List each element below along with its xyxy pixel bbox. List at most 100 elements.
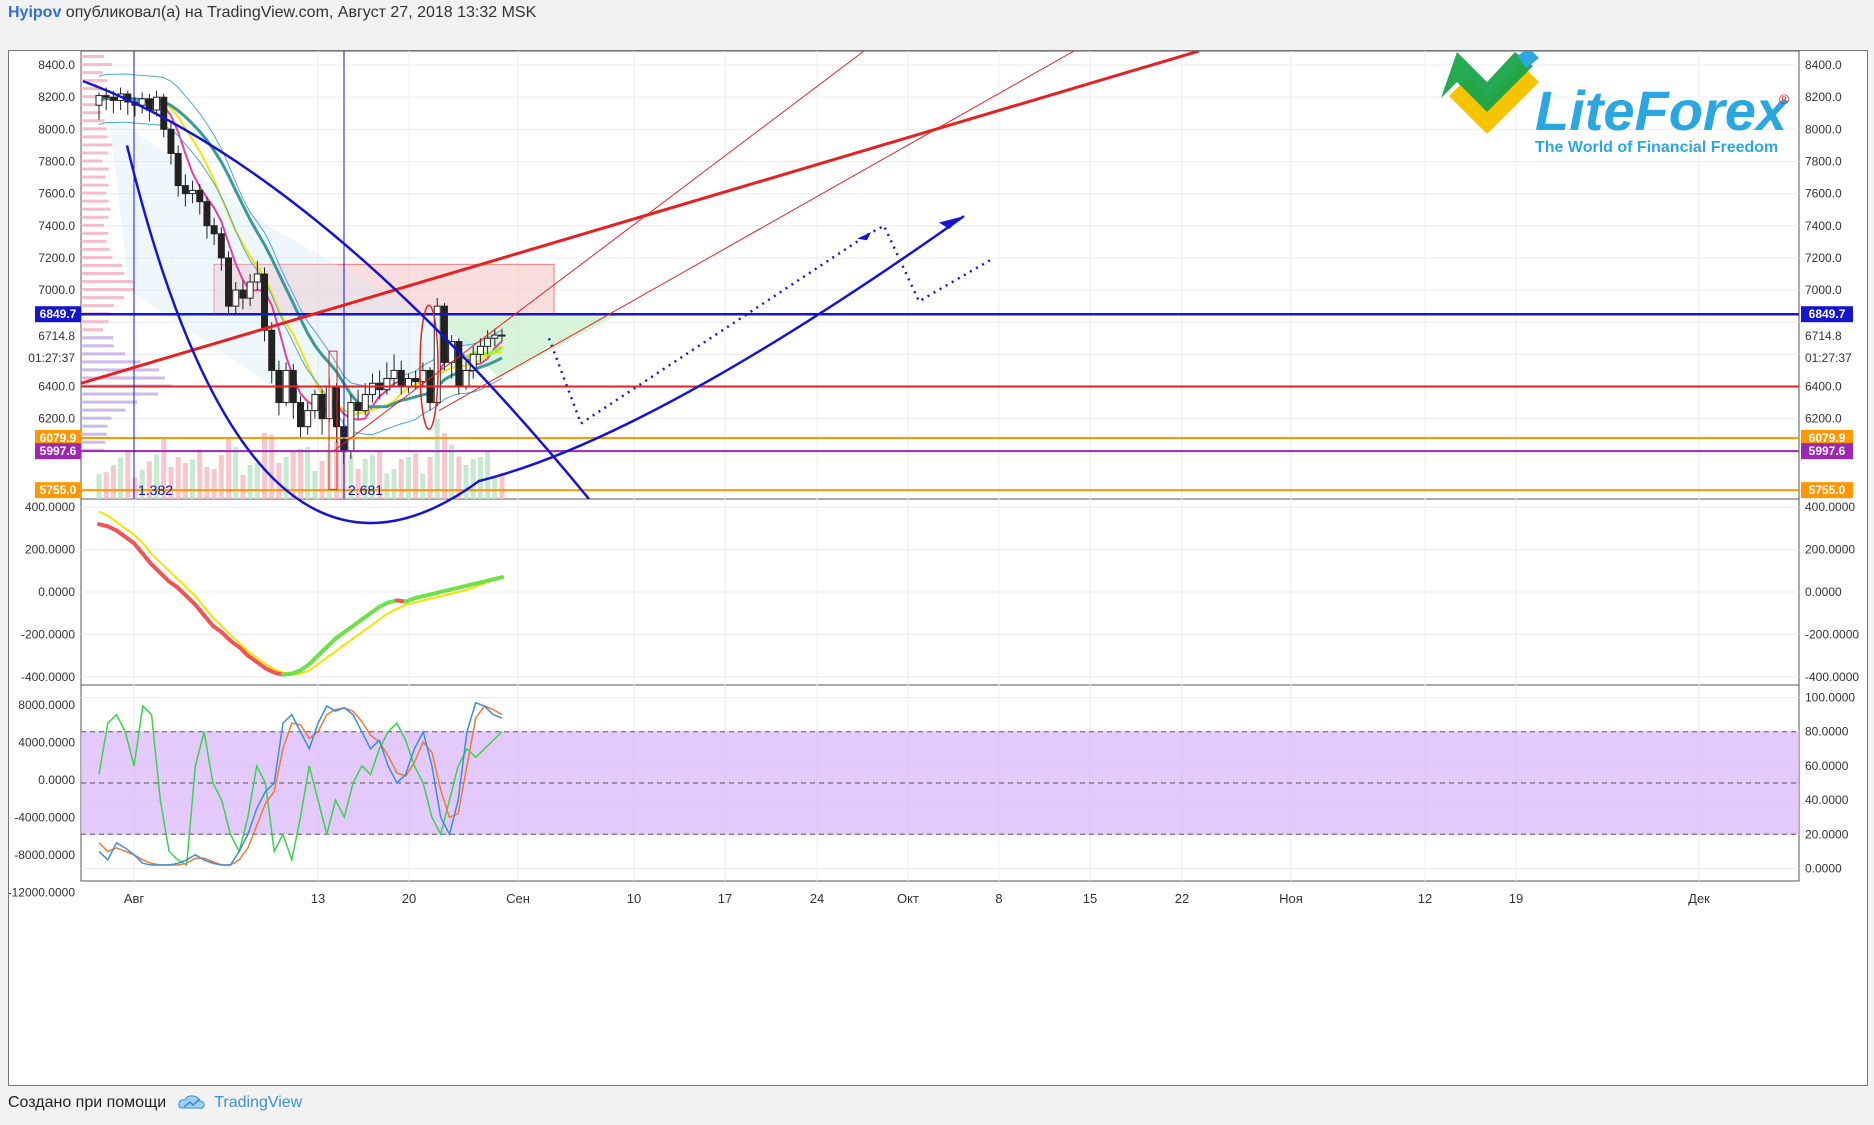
candle-body (161, 97, 167, 129)
volume-profile-bar (81, 336, 113, 339)
volume-bar (132, 477, 137, 499)
volume-profile-bar (81, 393, 158, 396)
last-price-label-right: 6714.8 (1805, 329, 1842, 343)
x-tick-label: 20 (402, 891, 416, 906)
volume-bar (312, 471, 317, 499)
volume-bar (485, 451, 490, 499)
price-tick-label-right: 8400.0 (1805, 58, 1842, 72)
volume-profile-bar (81, 328, 103, 331)
volume-profile-bar (81, 425, 108, 428)
candle-body (463, 370, 469, 386)
x-tick-label: 8 (995, 891, 1002, 906)
volume-profile-bar (81, 127, 107, 130)
candle (125, 91, 131, 115)
candle-body (240, 290, 246, 298)
candle (319, 390, 325, 435)
x-tick-label: 12 (1418, 891, 1432, 906)
x-tick-label: 15 (1083, 891, 1097, 906)
price-tick-label-right: 7400.0 (1805, 219, 1842, 233)
volume-profile-bar (81, 320, 108, 323)
volume-profile-bar (81, 208, 111, 211)
volume-profile-bar (81, 304, 114, 307)
cci-tick-label-right: 400.0000 (1805, 500, 1855, 514)
price-badge-right-label: 5997.6 (1809, 444, 1846, 458)
x-tick-label: Дек (1688, 891, 1710, 906)
candle-body (103, 96, 109, 98)
candle-body (312, 395, 318, 411)
volume-bar (399, 459, 404, 499)
candle-body (110, 97, 116, 100)
candle-body (477, 346, 483, 354)
logo-registered: ® (1779, 91, 1790, 107)
chart-area[interactable]: 1.382 2.681 Авг 13 20 Сен 10 17 24 Окт 8 15 22 Ноя 12… (8, 50, 1868, 1086)
candle-body (175, 153, 181, 185)
volume-bar (384, 473, 389, 499)
volume-profile-bar (81, 344, 114, 347)
candle-body (305, 411, 311, 427)
candle (312, 390, 318, 419)
fib-time-label: 1.382 (138, 482, 173, 498)
chart-svg[interactable]: 1.382 2.681 Авг 13 20 Сен 10 17 24 Окт 8 15 22 Ноя 12… (9, 51, 1867, 1085)
volume-bar (255, 463, 260, 499)
channel-fill (109, 113, 479, 410)
cci-segment (143, 554, 152, 565)
created-with-text: Создано при помощи (8, 1094, 166, 1112)
volume-profile-bar (81, 143, 112, 146)
volume-bar (435, 419, 440, 499)
volume-profile-bar (81, 71, 103, 74)
volume-profile-bar (81, 441, 105, 444)
x-tick-label: 24 (810, 891, 824, 906)
candle-body (204, 202, 210, 226)
candle-body (226, 258, 232, 306)
volume-profile-bar (81, 184, 109, 187)
volume-profile-bar (81, 159, 102, 162)
stoch-tick-label-left: 8000.0000 (18, 698, 75, 712)
publication-header: Hyipov опубликовал(а) на TradingView.com… (8, 4, 536, 26)
stoch-tick-label-right: 20.0000 (1805, 827, 1849, 841)
tradingview-link[interactable]: TradingView (214, 1094, 302, 1112)
volume-bar (219, 455, 224, 499)
price-badge-right-label: 6079.9 (1809, 431, 1846, 445)
price-badge-right-label: 6849.7 (1809, 307, 1846, 321)
volume-bar (471, 459, 476, 499)
candle-body (413, 378, 419, 381)
volume-profile-bar (81, 433, 107, 436)
volume-profile-bar (81, 192, 106, 195)
volume-profile-bar (81, 111, 101, 114)
price-tick-label-left: 8400.0 (38, 58, 75, 72)
candle-body (247, 282, 253, 298)
volume-bar (305, 447, 310, 499)
cci-tick-label-right: 0.0000 (1805, 585, 1842, 599)
volume-profile-bar (81, 200, 109, 203)
countdown-label-right: 01:27:37 (1805, 351, 1852, 365)
price-tick-label-left: 6400.0 (38, 379, 75, 393)
dotted-arrowhead (857, 232, 871, 240)
candle-body (233, 290, 239, 306)
volume-profile-bar (81, 352, 125, 355)
cci-segment (134, 543, 143, 554)
price-tick-label-right: 8000.0 (1805, 122, 1842, 136)
volume-bar (111, 465, 116, 499)
volume-profile-bar (81, 360, 141, 363)
stoch-tick-label-right: 100.0000 (1805, 691, 1855, 705)
volume-bar (183, 463, 188, 499)
price-badge-left-label: 6849.7 (40, 307, 77, 321)
price-badge-left-label: 6079.9 (40, 431, 77, 445)
candle-body (348, 403, 354, 451)
volume-bar (212, 469, 217, 499)
volume-bar (190, 459, 195, 499)
candle (298, 396, 304, 438)
candle-body (190, 190, 196, 193)
x-tick-label: Ноя (1279, 891, 1303, 906)
price-tick-label-right: 7600.0 (1805, 187, 1842, 201)
stoch-tick-label-left: 4000.0000 (18, 736, 75, 750)
volume-bar (204, 467, 209, 499)
volume-profile-bar (81, 280, 133, 283)
volume-profile-bar (81, 296, 124, 299)
author-link[interactable]: Hyipov (8, 4, 61, 21)
stoch-tick-label-left: -4000.0000 (14, 811, 75, 825)
price-tick-label-left: 7200.0 (38, 251, 75, 265)
candle (139, 92, 145, 113)
price-badge-left-label: 5755.0 (40, 483, 77, 497)
candle-body (405, 378, 411, 386)
